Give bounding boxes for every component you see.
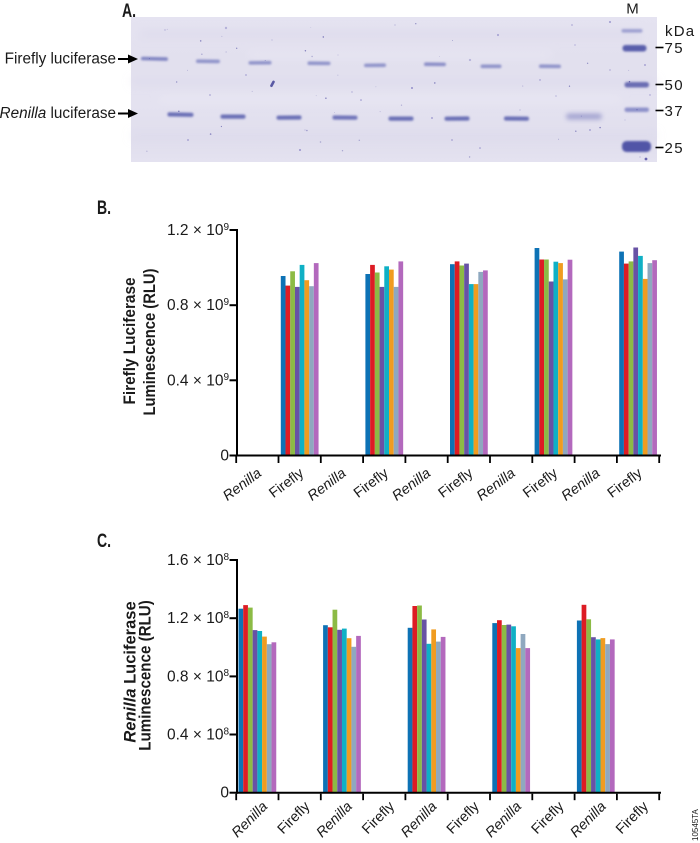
svg-text:0: 0 — [220, 785, 229, 802]
svg-text:Renilla luciferase: Renilla luciferase — [0, 105, 116, 122]
svg-text:Firefly: Firefly — [528, 798, 567, 837]
svg-text:Firefly: Firefly — [266, 465, 307, 502]
svg-text:Renilla: Renilla — [314, 799, 356, 841]
svg-text:kDa: kDa — [665, 23, 695, 40]
svg-text:75: 75 — [665, 40, 685, 57]
svg-text:Renilla: Renilla — [567, 799, 609, 841]
svg-text:Firefly: Firefly — [444, 798, 483, 837]
svg-text:Firefly: Firefly — [275, 798, 314, 837]
svg-text:Renilla: Renilla — [398, 799, 440, 841]
svg-text:Luminescence (RLU): Luminescence (RLU) — [137, 600, 155, 751]
svg-text:Firefly: Firefly — [613, 798, 652, 837]
svg-text:Renilla: Renilla — [474, 465, 519, 504]
svg-text:Renilla: Renilla — [220, 465, 265, 504]
svg-text:1.6 × 108: 1.6 × 108 — [167, 552, 229, 569]
svg-text:C.: C. — [97, 530, 111, 552]
svg-text:Renilla: Renilla — [483, 799, 525, 841]
svg-text:Renilla: Renilla — [229, 799, 271, 841]
svg-text:Renilla Luciferase: Renilla Luciferase — [122, 601, 140, 742]
svg-text:Firefly: Firefly — [435, 465, 476, 502]
svg-text:37: 37 — [665, 103, 685, 120]
svg-text:0: 0 — [220, 448, 229, 465]
svg-text:25: 25 — [665, 140, 685, 157]
svg-text:1.2 × 108: 1.2 × 108 — [167, 610, 229, 627]
svg-text:0.8 × 109: 0.8 × 109 — [167, 297, 229, 314]
svg-text:M: M — [626, 1, 639, 18]
svg-text:0.8 × 108: 0.8 × 108 — [167, 668, 229, 685]
svg-text:Firefly Luciferase: Firefly Luciferase — [121, 278, 139, 405]
svg-text:50: 50 — [665, 77, 685, 94]
svg-text:Renilla: Renilla — [305, 465, 350, 504]
svg-text:Firefly: Firefly — [520, 465, 561, 502]
svg-text:A.: A. — [122, 0, 136, 22]
svg-text:B.: B. — [97, 197, 111, 219]
svg-text:0.4 × 109: 0.4 × 109 — [167, 372, 229, 389]
svg-text:Firefly: Firefly — [605, 465, 646, 502]
svg-text:0.4 × 108: 0.4 × 108 — [167, 726, 229, 743]
svg-text:Firefly luciferase: Firefly luciferase — [5, 51, 116, 68]
svg-text:Renilla: Renilla — [389, 465, 434, 504]
svg-text:Luminescence (RLU): Luminescence (RLU) — [141, 269, 159, 416]
svg-text:1.2 × 109: 1.2 × 109 — [167, 222, 229, 239]
svg-text:Firefly: Firefly — [351, 465, 392, 502]
svg-text:10545TA: 10545TA — [691, 808, 700, 841]
svg-text:Firefly: Firefly — [359, 798, 398, 837]
svg-text:Renilla: Renilla — [559, 465, 604, 504]
